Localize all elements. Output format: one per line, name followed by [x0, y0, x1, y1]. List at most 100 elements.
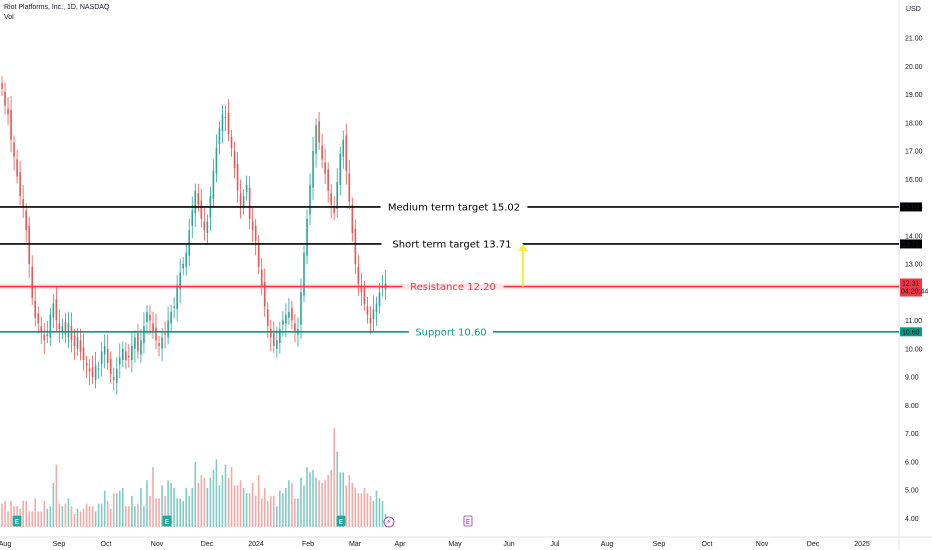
candle-body [251, 221, 254, 231]
candle-body [170, 312, 172, 324]
time-tick-label: May [448, 541, 462, 548]
candle-body [67, 323, 70, 338]
candle-body [369, 317, 372, 324]
candle-body [112, 377, 115, 380]
candle-body [285, 314, 287, 324]
volume-bar [100, 503, 103, 527]
volume-bar [191, 488, 194, 527]
volume-bar [336, 451, 339, 527]
candle-body [242, 196, 245, 208]
volume-bar [55, 464, 58, 527]
volume-bar [4, 501, 6, 527]
candle-body [34, 300, 37, 318]
candle-body [248, 187, 251, 219]
volume-bar [97, 503, 100, 527]
volume-bar [342, 472, 345, 527]
volume-bar [363, 488, 366, 527]
earnings-marker[interactable]: E [162, 515, 172, 527]
volume-bar [122, 488, 124, 527]
volume-bar [251, 482, 254, 527]
candle-body [88, 368, 91, 372]
volume-bar [185, 488, 188, 527]
candle-body [91, 367, 94, 377]
price-tick-label: 8.00 [905, 403, 919, 410]
volume-bar [339, 472, 342, 527]
candle-body [7, 108, 9, 115]
volume-bar [25, 501, 27, 527]
candle-body [167, 320, 169, 338]
time-tick-label: Feb [302, 541, 314, 548]
volume-bar [230, 467, 233, 527]
candle-body [260, 269, 263, 287]
candle-body [152, 323, 154, 332]
marker-symbol: E [466, 518, 470, 526]
time-tick-label: Dec [201, 541, 214, 548]
volume-bar [197, 482, 200, 527]
volume-bar [360, 493, 363, 527]
volume-bar [297, 498, 299, 527]
candle-body [366, 306, 369, 315]
earnings-marker[interactable]: E [336, 515, 346, 527]
volume-bar [266, 501, 269, 527]
volume-bar [170, 482, 172, 527]
volume-bar [209, 477, 212, 527]
volume-bar [324, 480, 326, 527]
price-tick-label: 13.00 [905, 262, 923, 269]
candle-body [79, 340, 82, 352]
earnings-marker[interactable]: E [463, 515, 473, 527]
time-tick-label: Nov [756, 541, 769, 548]
candle-body [137, 333, 139, 352]
volume-bar [239, 480, 242, 527]
price-tick-label: 17.00 [905, 149, 923, 156]
candle-body [10, 110, 12, 140]
dividend-marker[interactable]: ⚡ [383, 516, 395, 528]
candle-body [221, 114, 224, 132]
volume-bar [167, 480, 169, 527]
candle-body [191, 210, 194, 226]
candle-body [330, 193, 332, 205]
volume-bar [49, 506, 52, 527]
candle-body [161, 337, 163, 349]
volume-bar [137, 503, 139, 527]
candle-body [4, 91, 6, 106]
candle-body [327, 169, 329, 191]
volume-bar [10, 501, 12, 527]
countdown-timer: 04:20:44 [901, 288, 928, 295]
volume-bar [22, 501, 24, 527]
candle-body [233, 151, 236, 168]
projection-arrow-head [518, 243, 528, 251]
volume-bar [309, 472, 311, 527]
candle-body [94, 365, 97, 380]
price-axis[interactable]: 21.0020.0019.0018.0017.0016.0015.0014.00… [905, 36, 923, 523]
candle-body [173, 306, 175, 308]
volume-bar [351, 482, 354, 527]
time-tick-label: Aug [601, 541, 614, 548]
price-tick-label: 6.00 [905, 459, 919, 466]
volume-bar [378, 498, 381, 527]
earnings-marker[interactable]: E [12, 515, 22, 527]
volume-bar [357, 493, 360, 527]
time-axis[interactable]: Aug Sep Oct Nov Dec 2024 Feb Mar Apr May Jun Jul Aug… [0, 541, 870, 548]
volume-bar [161, 485, 163, 527]
marker-shape [383, 516, 395, 528]
volume-bar [179, 498, 181, 527]
volume-bar [76, 508, 79, 527]
volume-indicator-label: Vol [4, 14, 14, 21]
candle-body [360, 286, 363, 293]
level-lines[interactable]: Medium term target 15.02 15.02 Short term … [0, 202, 928, 338]
volume-bar [112, 493, 115, 527]
volume-bar [91, 506, 94, 527]
volume-bar [118, 490, 121, 527]
volume-bar [254, 495, 257, 527]
candle-body [203, 221, 206, 231]
price-tick-label: 4.00 [905, 516, 919, 523]
marker-shape [463, 515, 473, 527]
event-markers[interactable]: E E E ⚡ E [12, 515, 473, 528]
candle-body [318, 121, 320, 143]
level-price-tag [900, 202, 922, 212]
candle-body [149, 314, 151, 321]
volume-bar [140, 488, 142, 527]
volume-bar [94, 511, 97, 527]
candle-body [282, 320, 284, 325]
